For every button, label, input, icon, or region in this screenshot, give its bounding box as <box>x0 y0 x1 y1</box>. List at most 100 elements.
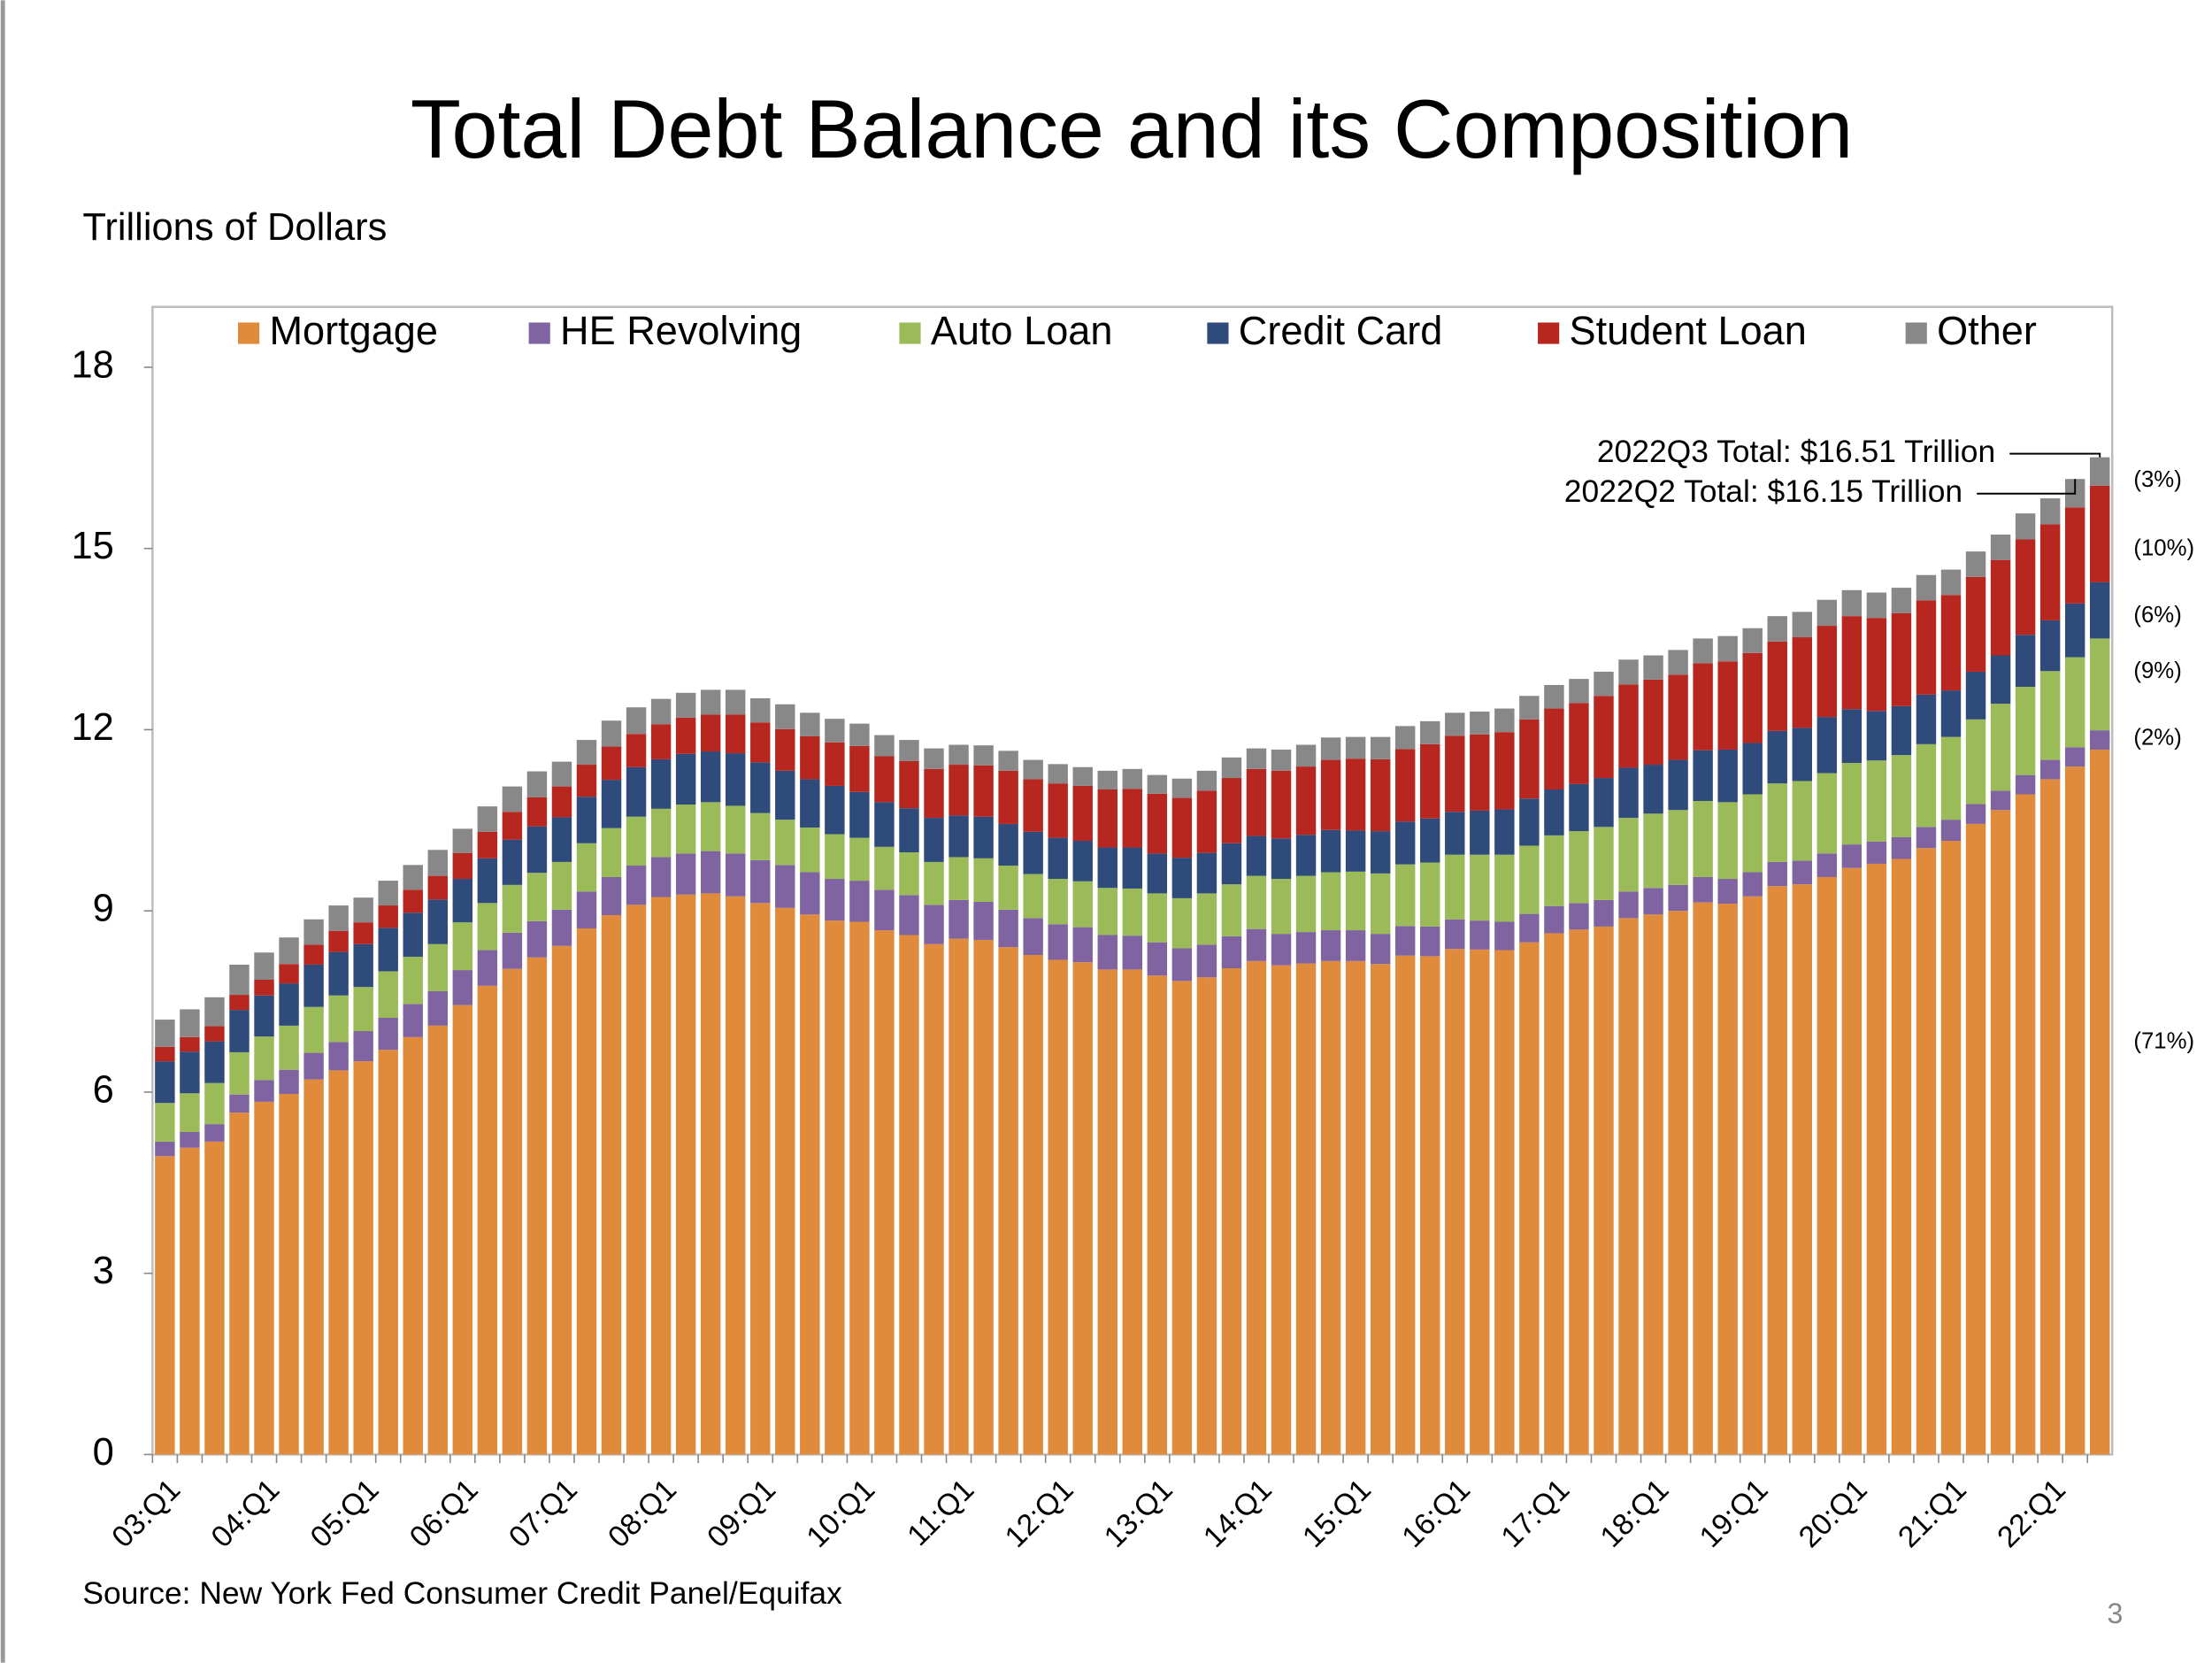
bar-segment <box>254 1080 274 1102</box>
bar-segment <box>1792 860 1813 885</box>
bar-segment <box>1643 888 1663 915</box>
bar-segment <box>1767 783 1787 862</box>
legend-label: Other <box>1937 308 2037 353</box>
bar-segment <box>1693 902 1713 1455</box>
bar-segment <box>924 943 944 1455</box>
bar-segment <box>973 765 994 817</box>
bar-segment <box>1891 612 1912 706</box>
bar-segment <box>1023 955 1043 1455</box>
bar-segment <box>2015 635 2036 687</box>
x-tick-label: 08:Q1 <box>602 1473 683 1554</box>
x-tick-label: 16:Q1 <box>1395 1473 1477 1554</box>
bar-segment <box>1394 864 1416 927</box>
bar-segment <box>1271 749 1292 771</box>
bar-segment <box>328 930 349 952</box>
bar-segment <box>949 899 969 939</box>
bar-segment <box>675 805 696 854</box>
bar-segment <box>1891 755 1912 837</box>
bar-segment <box>1122 768 1143 789</box>
bar-segment <box>1171 858 1193 898</box>
bar-segment <box>973 858 994 902</box>
bar-segment <box>998 751 1018 771</box>
bar-segment <box>675 853 696 895</box>
bar-segment <box>675 717 696 754</box>
bar-segment <box>750 903 771 1455</box>
bar-segment <box>775 907 795 1455</box>
legend-swatch <box>528 322 550 344</box>
bar-segment <box>1891 588 1912 613</box>
bar-segment <box>849 881 870 922</box>
bar-segment <box>874 846 895 890</box>
bar-segment <box>279 1069 299 1094</box>
bar-segment <box>973 816 994 858</box>
bar-segment <box>2064 766 2085 1455</box>
bar-segment <box>452 879 473 923</box>
bar-segment <box>750 722 771 763</box>
bar-segment <box>700 751 721 803</box>
bar-segment <box>700 714 721 752</box>
x-tick-label: 18:Q1 <box>1594 1473 1675 1554</box>
bar-segment <box>1023 831 1043 874</box>
bar-segment <box>1196 893 1217 945</box>
bar-segment <box>1420 926 1440 957</box>
bar-segment <box>626 866 647 905</box>
bar-segment <box>303 919 324 945</box>
bar-segment <box>279 1025 299 1070</box>
bar-segment <box>1470 810 1490 855</box>
legend-label: Mortgage <box>269 308 438 353</box>
bar-segment <box>477 806 498 832</box>
bar-segment <box>427 850 448 876</box>
x-tick-label: 11:Q1 <box>901 1473 980 1552</box>
bar-segment <box>1767 886 1787 1455</box>
bar-segment <box>650 857 672 897</box>
bar-segment <box>1841 589 1863 617</box>
bar-segment <box>626 905 647 1455</box>
bar-segment <box>551 945 572 1455</box>
bar-segment <box>328 1042 349 1071</box>
bar-segment <box>601 746 622 781</box>
bar-segment <box>949 765 969 816</box>
bar-segment <box>1742 794 1763 873</box>
bar-segment <box>1569 783 1589 832</box>
bar-segment <box>1271 838 1292 880</box>
bar-segment <box>1370 873 1391 935</box>
share-label: (2%) <box>2133 726 2181 751</box>
bar-segment <box>526 826 548 874</box>
x-tick-label: 10:Q1 <box>800 1473 881 1554</box>
bar-segment <box>1618 659 1639 685</box>
bar-segment <box>1816 599 1838 627</box>
bar-segment <box>726 714 746 754</box>
bar-segment <box>1171 797 1193 858</box>
bar-segment <box>279 937 299 965</box>
bar-segment <box>1618 767 1639 819</box>
bar-segment <box>1519 845 1540 914</box>
share-label: (10%) <box>2133 535 2194 560</box>
bar-segment <box>750 812 771 860</box>
bar-segment <box>1519 942 1540 1455</box>
bar-segment <box>1147 942 1168 976</box>
bar-segment <box>1394 955 1416 1455</box>
bar-segment <box>1048 764 1068 784</box>
bar-segment <box>1171 981 1193 1455</box>
bar-segment <box>477 831 498 858</box>
bar-segment <box>155 1061 175 1104</box>
bar-segment <box>1940 690 1962 737</box>
x-tick-label: 05:Q1 <box>304 1473 386 1554</box>
bar-segment <box>427 990 448 1026</box>
x-tick-label: 20:Q1 <box>1793 1473 1874 1554</box>
bar-segment <box>1668 650 1688 675</box>
bar-segment <box>775 704 795 729</box>
bar-segment <box>601 876 622 915</box>
bar-segment <box>1792 637 1813 728</box>
bar-segment <box>254 1101 274 1455</box>
bar-segment <box>1965 671 1986 720</box>
bar-segment <box>1990 559 2011 656</box>
y-tick-label: 3 <box>93 1250 114 1292</box>
bar-segment <box>1320 829 1341 873</box>
legend-swatch <box>238 322 260 344</box>
y-tick-label: 9 <box>93 888 114 930</box>
bar-segment <box>1420 956 1440 1455</box>
bar-segment <box>1394 726 1416 750</box>
bar-segment <box>1916 574 1937 601</box>
